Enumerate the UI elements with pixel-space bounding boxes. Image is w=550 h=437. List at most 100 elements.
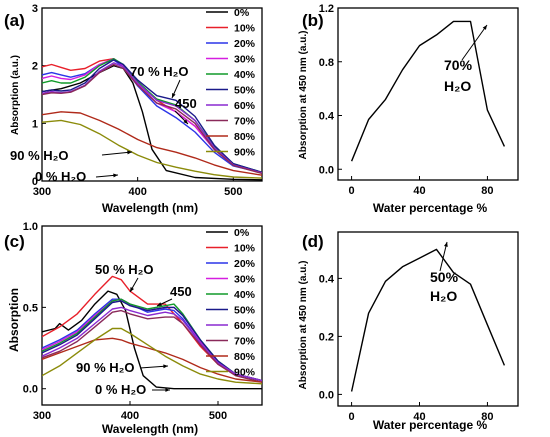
plot-frame <box>41 225 263 406</box>
y-tick-label: 2 <box>32 61 38 73</box>
annotation-arrowhead <box>444 242 448 247</box>
annotation-arrow <box>139 365 169 369</box>
annotation-arrowhead <box>130 287 134 292</box>
series-line-main <box>350 20 506 162</box>
panel-label: (a) <box>4 11 25 30</box>
legend-label: 70% <box>234 336 256 348</box>
annotation-arrowhead <box>482 25 487 30</box>
legend-label: 20% <box>234 38 256 50</box>
annotation-arrowhead <box>183 119 188 124</box>
x-tick-label: 0 <box>349 411 355 423</box>
panel-label: (b) <box>302 11 324 30</box>
x-tick-label: 80 <box>481 411 493 423</box>
annotation-arrow <box>461 24 488 61</box>
x-tick-label: 500 <box>224 186 242 198</box>
annotation-arrow <box>101 151 133 156</box>
annotation-label: 0 % H₂O <box>35 169 86 184</box>
series-line-80pct <box>42 111 262 176</box>
y-tick-label: 1.0 <box>23 221 38 233</box>
y-axis-label: Absorption at 450 nm (a.u.) <box>298 261 309 390</box>
x-tick-label: 300 <box>33 410 51 422</box>
legend-label: 50% <box>234 85 256 97</box>
y-axis-label: Absorption <box>7 288 21 352</box>
panel-label: (d) <box>302 232 324 251</box>
series-line-0pct <box>42 290 262 390</box>
series-line-0pct <box>42 65 262 181</box>
legend-label: 50% <box>234 305 256 317</box>
legend-label: 40% <box>234 69 256 81</box>
y-tick-label: 0 <box>32 176 38 188</box>
legend-label: 40% <box>234 289 256 301</box>
legend-label: 0% <box>234 7 250 19</box>
legend-label: 30% <box>234 274 256 286</box>
y-tick-label: 0.4 <box>319 273 335 285</box>
annotation-label: 450 <box>170 284 192 299</box>
legend-label: 90% <box>234 367 256 379</box>
x-tick-label: 300 <box>33 186 51 198</box>
legend-label: 10% <box>234 23 256 35</box>
series-group <box>350 248 506 392</box>
y-tick-label: 0.2 <box>319 331 334 343</box>
annotation-arrowhead <box>113 173 118 178</box>
annotation-label: 90 % H₂O <box>76 360 135 375</box>
series-line-90pct <box>42 119 262 179</box>
y-tick-label: 0.8 <box>319 57 334 69</box>
plot-frame <box>337 7 519 181</box>
y-tick-label: 1 <box>32 118 38 130</box>
series-group <box>350 20 506 162</box>
annotation-arrowhead <box>172 93 176 98</box>
legend-label: 20% <box>234 258 256 270</box>
series-line-90pct <box>42 327 262 385</box>
annotation-label: H₂O <box>444 78 471 94</box>
annotation-label: 50% <box>430 269 459 285</box>
annotation-label: 70 % H₂O <box>130 64 189 79</box>
y-axis-label: Absorption (a.u.) <box>10 55 21 135</box>
annotation-label: 50 % H₂O <box>95 262 154 277</box>
x-tick-label: 80 <box>481 185 493 197</box>
legend-label: 60% <box>234 320 256 332</box>
y-axis-label: Absorption at 450 nm (a.u.) <box>298 31 309 160</box>
x-axis-label: Water percentage % <box>373 201 488 215</box>
annotation-arrowhead <box>165 388 170 392</box>
y-tick-label: 1.2 <box>319 3 334 15</box>
y-tick-label: 0.0 <box>319 389 334 401</box>
legend-label: 80% <box>234 131 256 143</box>
series-group <box>42 58 262 181</box>
x-tick-label: 400 <box>128 186 146 198</box>
annotation-label: 70% <box>444 57 473 73</box>
series-group <box>42 275 262 390</box>
annotation-label: 0 % H₂O <box>95 382 146 397</box>
series-line-10pct <box>42 275 262 382</box>
y-tick-label: 0.4 <box>319 111 335 123</box>
annotation-label: 450 <box>175 96 197 111</box>
legend-label: 80% <box>234 351 256 363</box>
annotation-arrowhead <box>127 150 132 155</box>
legend-label: 60% <box>234 100 256 112</box>
x-tick-label: 40 <box>413 185 425 197</box>
x-axis-label: Wavelength (nm) <box>102 201 198 215</box>
legend-label: 90% <box>234 147 256 159</box>
annotation-arrowhead <box>163 364 168 369</box>
panel-label: (c) <box>4 232 25 251</box>
y-tick-label: 0.5 <box>23 302 38 314</box>
legend-label: 10% <box>234 243 256 255</box>
y-tick-label: 0.0 <box>319 164 334 176</box>
panel-0: (a) 300 400 500 0 1 2 3 Wavelength (nm) Absorptio… <box>4 3 263 215</box>
x-tick-label: 0 <box>349 185 355 197</box>
annotation-label: 90 % H₂O <box>10 148 69 163</box>
y-tick-label: 3 <box>32 3 38 15</box>
panel-3: (d) 0 40 80 0.0 0.2 0.4 Water percentage % Absor… <box>298 231 519 432</box>
x-tick-label: 400 <box>121 410 139 422</box>
plot-frame <box>337 231 519 407</box>
annotation-arrow <box>439 241 448 272</box>
series-line-main <box>350 248 506 392</box>
annotation-arrowhead <box>157 302 162 306</box>
legend-label: 0% <box>234 227 250 239</box>
series-line-60pct <box>42 62 262 174</box>
series-line-50pct <box>42 300 262 382</box>
panel-2: (c) 300 400 500 0.0 0.5 1.0 Wavelength (nm) Abso… <box>4 221 263 436</box>
x-tick-label: 500 <box>209 410 227 422</box>
legend-label: 30% <box>234 54 256 66</box>
series-line-70pct <box>42 309 262 383</box>
